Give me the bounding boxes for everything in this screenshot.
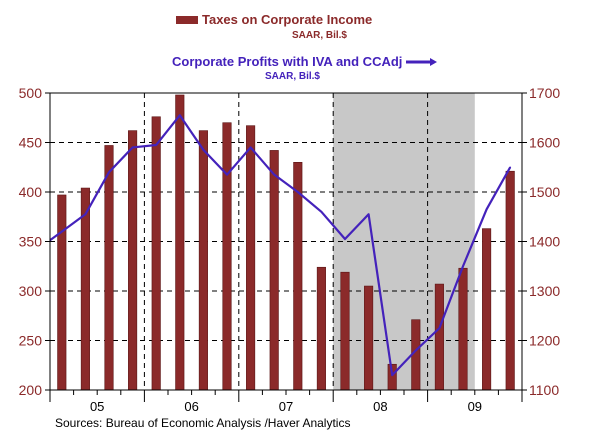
- bar-taxes-2007Q2: [269, 150, 279, 391]
- bar-taxes-2009Q1: [434, 283, 444, 391]
- source-note: Sources: Bureau of Economic Analysis /Ha…: [55, 416, 350, 430]
- point-profits-2006Q4: [226, 173, 228, 176]
- bar-taxes-2006Q1: [151, 116, 161, 391]
- tick-label-x: 09: [468, 399, 482, 414]
- bar-taxes-2005Q2: [80, 187, 90, 391]
- point-profits-2009Q1: [438, 327, 441, 329]
- tick-label-x: 08: [373, 399, 387, 414]
- tick-label-left: 450: [19, 135, 43, 151]
- tick-label-left: 400: [19, 184, 43, 200]
- point-profits-2006Q1: [155, 144, 157, 146]
- point-profits-2009Q4: [509, 166, 512, 169]
- tick-label-left: 350: [19, 234, 43, 250]
- tick-label-x: 06: [184, 399, 198, 414]
- bar-taxes-2009Q3: [482, 228, 492, 391]
- legend-bar-title: Taxes on Corporate Income: [202, 12, 372, 27]
- point-profits-2005Q3: [108, 171, 110, 173]
- tick-label-x: 05: [90, 399, 104, 414]
- legend-bar-subtitle: SAAR, Bil.$: [292, 30, 347, 41]
- bar-taxes-2008Q2: [364, 285, 374, 391]
- tick-label-right: 1200: [529, 333, 560, 349]
- point-profits-2005Q1: [61, 230, 63, 233]
- point-profits-2007Q1: [249, 146, 252, 149]
- point-profits-2008Q1: [344, 238, 346, 240]
- tick-label-left: 300: [19, 283, 43, 299]
- point-profits-2006Q2: [179, 114, 181, 117]
- point-profits-2008Q2: [367, 213, 370, 216]
- point-profits-2008Q3: [391, 374, 394, 376]
- tick-label-right: 1600: [529, 135, 560, 151]
- tick-label-right: 1700: [529, 85, 560, 101]
- bar-taxes-2008Q1: [340, 271, 350, 391]
- point-profits-2008Q4: [415, 349, 417, 352]
- bar-taxes-2005Q3: [104, 145, 114, 391]
- tick-label-right: 1100: [529, 382, 559, 398]
- tick-label-left: 250: [19, 333, 43, 349]
- bar-taxes-2005Q4: [128, 130, 138, 391]
- point-profits-2005Q2: [84, 213, 87, 216]
- point-profits-2009Q2: [462, 265, 464, 268]
- bar-taxes-2009Q4: [505, 170, 515, 391]
- legend-line-title: Corporate Profits with IVA and CCAdj: [172, 54, 402, 69]
- point-profits-2009Q3: [485, 208, 488, 211]
- point-profits-2007Q2: [273, 173, 276, 176]
- tick-label-left: 200: [19, 382, 43, 398]
- point-profits-2005Q4: [131, 146, 134, 149]
- bar-taxes-2006Q2: [175, 94, 185, 391]
- tick-label-right: 1500: [529, 184, 560, 200]
- bar-taxes-2006Q4: [222, 122, 232, 391]
- tick-label-right: 1300: [529, 283, 560, 299]
- bar-taxes-2007Q1: [246, 125, 256, 391]
- point-profits-2007Q3: [297, 191, 299, 193]
- bar-taxes-2005Q1: [57, 194, 67, 391]
- tick-label-right: 1400: [529, 234, 560, 250]
- bar-taxes-2007Q3: [293, 162, 303, 391]
- legend-line-subtitle: SAAR, Bil.$: [265, 71, 320, 82]
- legend-arrow-icon: [430, 58, 437, 66]
- bar-taxes-2007Q4: [316, 266, 326, 391]
- point-profits-2007Q4: [320, 211, 323, 213]
- bar-taxes-2009Q2: [458, 267, 468, 391]
- point-profits-2006Q3: [202, 149, 205, 151]
- tick-label-left: 500: [19, 85, 43, 101]
- legend-bar-swatch: [176, 16, 198, 24]
- bar-taxes-2006Q3: [198, 130, 208, 391]
- tick-label-x: 07: [279, 399, 293, 414]
